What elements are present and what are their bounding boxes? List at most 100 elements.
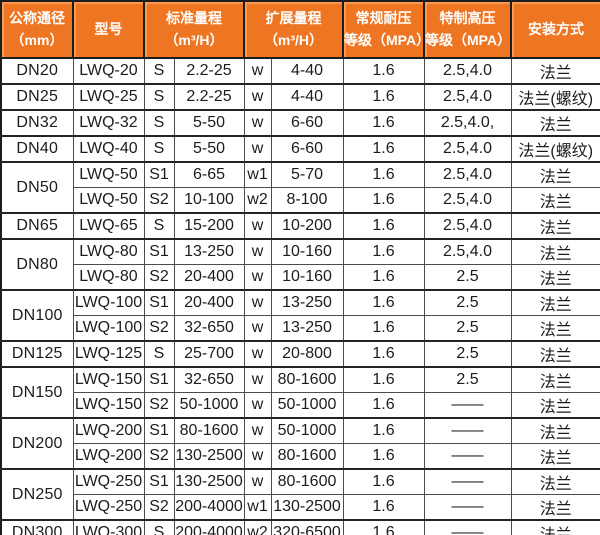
extended-label-cell: w: [243, 468, 272, 495]
model-cell: LWQ-50: [72, 187, 145, 214]
table-row: DN80 LWQ-80 S1 13-250 w 10-160 1.6 2.5,4.0 法兰: [0, 238, 600, 291]
regular-pressure-cell: 1.6: [342, 519, 425, 535]
extended-label-cell: w: [243, 392, 272, 419]
install-cell: 法兰: [510, 392, 600, 419]
standard-label-cell: S1: [143, 417, 175, 444]
nominal-diameter-cell: DN150: [0, 366, 74, 419]
extended-label-cell: w: [243, 57, 272, 85]
model-cell: LWQ-100: [72, 315, 145, 342]
standard-label-cell: S: [143, 83, 175, 111]
standard-range-cell: 32-650: [173, 366, 245, 393]
table-row: DN65 LWQ-65 S 15-200 w 10-200 1.6 2.5,4.0 法兰: [0, 212, 600, 240]
extended-range-cell: 6-60: [270, 109, 344, 137]
model-cell: LWQ-65: [72, 212, 145, 240]
special-pressure-cell: 2.5: [423, 340, 512, 368]
install-cell: 法兰: [510, 340, 600, 368]
standard-range-cell: 10-100: [173, 187, 245, 214]
model-cell: LWQ-300: [72, 519, 145, 535]
nominal-diameter-cell: DN200: [0, 417, 74, 470]
standard-range-cell: 200-4000: [173, 519, 245, 535]
standard-range-cell: 80-1600: [173, 417, 245, 444]
standard-range-cell: 20-400: [173, 264, 245, 291]
model-cell: LWQ-200: [72, 443, 145, 470]
special-pressure-cell: 2.5,4.0: [423, 83, 512, 111]
table-row: LWQ-250 S2 200-4000 w1 130-2500 1.6 —— 法兰: [1, 494, 600, 521]
extended-range-cell: 8-100: [270, 187, 344, 214]
special-pressure-cell: 2.5,4.0,: [423, 109, 512, 137]
extended-label-cell: w: [243, 83, 272, 111]
extended-range-cell: 130-2500: [270, 494, 344, 521]
model-cell: LWQ-50: [72, 161, 145, 188]
special-pressure-cell: 2.5,4.0: [423, 238, 512, 265]
table-row: LWQ-150 S2 50-1000 w 50-1000 1.6 —— 法兰: [1, 392, 600, 419]
regular-pressure-cell: 1.6: [342, 494, 425, 521]
standard-range-cell: 20-400: [173, 289, 245, 316]
table-row: DN125 LWQ-125 S 25-700 w 20-800 1.6 2.5 法兰: [0, 340, 600, 368]
extended-range-cell: 20-800: [270, 340, 344, 368]
nominal-diameter-cell: DN80: [0, 238, 74, 291]
standard-range-cell: 5-50: [173, 109, 245, 137]
standard-label-cell: S2: [143, 392, 175, 419]
install-cell: 法兰: [510, 417, 600, 444]
regular-pressure-cell: 1.6: [342, 340, 425, 368]
special-pressure-cell: 2.5: [423, 315, 512, 342]
table-row: DN20 LWQ-20 S 2.2-25 w 4-40 1.6 2.5,4.0 法兰: [0, 57, 600, 85]
model-cell: LWQ-32: [72, 109, 145, 137]
model-cell: LWQ-100: [72, 289, 145, 316]
special-pressure-cell: 2.5,4.0: [423, 57, 512, 85]
standard-label-cell: S: [143, 135, 175, 163]
install-cell: 法兰(螺纹): [510, 135, 600, 163]
special-pressure-cell: 2.5,4.0: [423, 187, 512, 214]
install-cell: 法兰: [510, 109, 600, 137]
special-pressure-cell: ——: [423, 468, 512, 495]
standard-label-cell: S2: [143, 187, 175, 214]
nominal-diameter-cell: DN100: [0, 289, 74, 342]
extended-label-cell: w: [243, 238, 272, 265]
install-cell: 法兰: [510, 161, 600, 188]
extended-range-cell: 80-1600: [270, 468, 344, 495]
header-special-pressure: 特制高压 等级（MPA）: [423, 0, 512, 59]
model-cell: LWQ-250: [72, 468, 145, 495]
header-text: 扩展量程: [265, 9, 322, 26]
install-cell: 法兰: [510, 187, 600, 214]
nominal-diameter-cell: DN300: [0, 519, 74, 535]
standard-range-cell: 6-65: [173, 161, 245, 188]
extended-label-cell: w2: [243, 187, 272, 214]
standard-range-cell: 13-250: [173, 238, 245, 265]
header-text: （m³/H）: [164, 31, 224, 48]
special-pressure-cell: ——: [423, 494, 512, 521]
extended-range-cell: 80-1600: [270, 443, 344, 470]
standard-label-cell: S1: [143, 289, 175, 316]
header-text: 安装方式: [528, 20, 584, 37]
header-regular-pressure: 常规耐压 等级（MPA）: [342, 0, 425, 59]
extended-range-cell: 50-1000: [270, 392, 344, 419]
extended-label-cell: w: [243, 264, 272, 291]
install-cell: 法兰: [510, 238, 600, 265]
regular-pressure-cell: 1.6: [342, 443, 425, 470]
regular-pressure-cell: 1.6: [342, 135, 425, 163]
special-pressure-cell: 2.5,4.0: [423, 135, 512, 163]
header-text: 特制高压: [439, 9, 496, 26]
regular-pressure-cell: 1.6: [342, 109, 425, 137]
table-row: DN25 LWQ-25 S 2.2-25 w 4-40 1.6 2.5,4.0 法兰(螺纹): [0, 83, 600, 111]
regular-pressure-cell: 1.6: [342, 392, 425, 419]
extended-label-cell: w1: [243, 161, 272, 188]
nominal-diameter-cell: DN32: [0, 109, 74, 137]
regular-pressure-cell: 1.6: [342, 187, 425, 214]
header-model: 型号: [72, 0, 145, 59]
header-text: 常规耐压: [355, 9, 412, 26]
table-row: DN250 LWQ-250 S1 130-2500 w 80-1600 1.6 —— 法兰: [0, 468, 600, 521]
special-pressure-cell: 2.5,4.0: [423, 161, 512, 188]
header-install-method: 安装方式: [510, 0, 600, 59]
table-row: LWQ-50 S2 10-100 w2 8-100 1.6 2.5,4.0 法兰: [1, 187, 600, 214]
model-cell: LWQ-80: [72, 238, 145, 265]
extended-label-cell: w: [243, 417, 272, 444]
extended-label-cell: w: [243, 135, 272, 163]
extended-label-cell: w: [243, 340, 272, 368]
special-pressure-cell: 2.5: [423, 289, 512, 316]
special-pressure-cell: ——: [423, 392, 512, 419]
nominal-diameter-cell: DN250: [0, 468, 74, 521]
extended-range-cell: 5-70: [270, 161, 344, 188]
standard-range-cell: 130-2500: [173, 443, 245, 470]
extended-range-cell: 6-60: [270, 135, 344, 163]
